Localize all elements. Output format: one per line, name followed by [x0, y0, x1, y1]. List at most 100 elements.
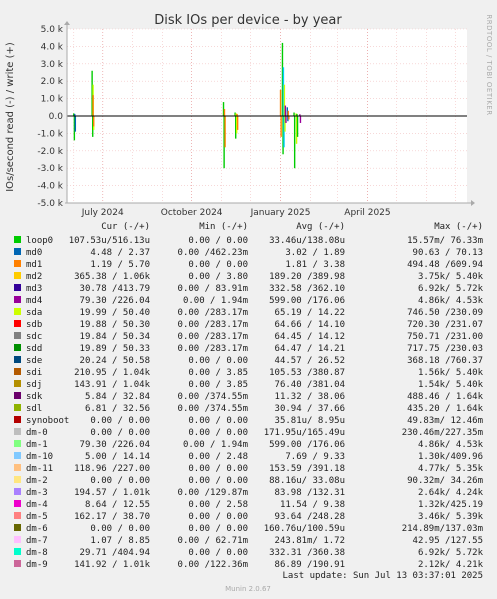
legend-value: 0.00 / 0.00 — [188, 476, 248, 486]
legend-value: 11.32 / 38.06 — [275, 392, 345, 402]
legend-value: 6.92k/ 5.72k — [418, 284, 484, 294]
legend-swatch — [14, 536, 21, 543]
legend-value: 30.78 /413.79 — [80, 284, 150, 294]
legend-value: 0.00 / 0.00 — [188, 416, 248, 426]
legend-swatch — [14, 560, 21, 567]
legend-swatch — [14, 380, 21, 387]
legend-device-name: loop0 — [26, 236, 53, 246]
legend-value: 3.02 / 1.89 — [285, 248, 345, 258]
legend-device-name: sdj — [26, 380, 42, 390]
legend-value: 0.00 / 0.00 — [188, 464, 248, 474]
legend-value: 599.00 /176.06 — [269, 296, 345, 306]
legend-value: 3.46k/ 5.39k — [418, 512, 484, 522]
legend-device-name: dm-9 — [26, 560, 48, 570]
legend-device-name: dm-5 — [26, 512, 48, 522]
legend-value: 42.95 /127.55 — [413, 536, 483, 546]
legend-value: 0.00 / 3.80 — [188, 272, 248, 282]
legend-value: 717.75 /230.03 — [407, 344, 483, 354]
legend-value: 19.89 / 50.33 — [80, 344, 150, 354]
y-tick-label: 5.0 k — [41, 25, 64, 35]
legend-device-name: dm-3 — [26, 488, 48, 498]
legend-value: 0.00 / 0.00 — [188, 356, 248, 366]
legend-value: 29.71 /404.94 — [80, 548, 150, 558]
legend-value: 4.77k/ 5.35k — [418, 464, 484, 474]
legend-value: 0.00 / 0.00 — [188, 548, 248, 558]
rrdtool-credit: RRDTOOL / TOBI OETIKER — [485, 14, 493, 115]
legend-swatch — [14, 320, 21, 327]
legend-swatch — [14, 308, 21, 315]
x-axis-arrow — [471, 200, 475, 206]
legend-value: 4.48 / 2.37 — [90, 248, 150, 258]
legend-value: 44.57 / 26.52 — [275, 356, 345, 366]
legend-value: 7.69 / 9.33 — [285, 452, 345, 462]
legend-value: 11.54 / 9.38 — [280, 500, 345, 510]
legend-device-name: sdd — [26, 344, 42, 354]
legend-value: 0.00 /283.17m — [178, 332, 248, 342]
legend-value: 49.83m/ 12.46m — [407, 416, 483, 426]
y-tick-label: -4.0 k — [37, 182, 63, 192]
legend-value: 746.50 /230.09 — [407, 308, 483, 318]
legend-value: 0.00 / 3.85 — [188, 368, 248, 378]
legend-value: 365.38 / 1.06k — [74, 272, 150, 282]
legend-value: 6.81 / 32.56 — [85, 404, 150, 414]
legend-value: 141.92 / 1.01k — [74, 560, 150, 570]
legend-value: 30.94 / 37.66 — [275, 404, 345, 414]
munin-version: Munin 2.0.67 — [225, 585, 271, 593]
legend-swatch — [14, 416, 21, 423]
legend-swatch — [14, 512, 21, 519]
legend-value: 3.75k/ 5.40k — [418, 272, 484, 282]
legend-value: 189.20 /389.98 — [269, 272, 345, 282]
y-axis-arrow — [64, 21, 70, 25]
legend-value: 1.54k/ 5.40k — [418, 380, 484, 390]
legend-value: 0.00 / 0.00 — [188, 428, 248, 438]
legend-value: 332.31 /360.38 — [269, 548, 345, 558]
legend-value: 194.57 / 1.01k — [74, 488, 150, 498]
legend-swatch — [14, 404, 21, 411]
legend-device-name: dm-11 — [26, 464, 53, 474]
legend: Cur (-/+) Min (-/+) Avg (-/+) Max (-/+) loop… — [14, 222, 484, 570]
legend-value: 162.17 / 38.70 — [74, 512, 150, 522]
legend-value: 64.66 / 14.10 — [275, 320, 345, 330]
legend-value: 435.20 / 1.64k — [407, 404, 483, 414]
legend-value: 171.95u/165.49u — [264, 428, 345, 438]
legend-value: 720.30 /231.07 — [407, 320, 483, 330]
legend-value: 0.00 / 2.58 — [188, 500, 248, 510]
legend-swatch — [14, 248, 21, 255]
legend-value: 0.00 / 3.85 — [188, 380, 248, 390]
legend-value: 88.16u/ 33.08u — [269, 476, 345, 486]
legend-device-name: dm-2 — [26, 476, 48, 486]
legend-swatch — [14, 260, 21, 267]
legend-value: 368.18 /760.37 — [407, 356, 483, 366]
legend-value: 93.64 /248.28 — [275, 512, 345, 522]
legend-value: 230.46m/227.35m — [402, 428, 483, 438]
y-tick-label: -1.0 k — [37, 129, 63, 139]
legend-device-name: sdb — [26, 320, 42, 330]
legend-value: 6.92k/ 5.72k — [418, 548, 484, 558]
legend-value: 0.00 / 1.94m — [183, 440, 248, 450]
legend-device-name: dm-0 — [26, 428, 48, 438]
legend-header: Cur (-/+) — [101, 222, 150, 232]
legend-swatch — [14, 392, 21, 399]
legend-swatch — [14, 476, 21, 483]
legend-swatch — [14, 464, 21, 471]
legend-value: 0.00 / 0.00 — [188, 524, 248, 534]
legend-value: 90.32m/ 34.26m — [407, 476, 483, 486]
legend-device-name: dm-6 — [26, 524, 48, 534]
legend-swatch — [14, 524, 21, 531]
y-tick-label: 2.0 k — [41, 77, 64, 87]
legend-value: 143.91 / 1.04k — [74, 380, 150, 390]
legend-value: 0.00 / 0.00 — [188, 236, 248, 246]
legend-value: 1.30k/409.96 — [418, 452, 483, 462]
legend-value: 153.59 /391.18 — [269, 464, 345, 474]
legend-value: 1.81 / 3.38 — [285, 260, 345, 270]
legend-header: Min (-/+) — [199, 222, 248, 232]
legend-device-name: md0 — [26, 248, 42, 258]
legend-value: 0.00 /283.17m — [178, 344, 248, 354]
legend-swatch — [14, 236, 21, 243]
legend-value: 0.00 /462.23m — [178, 248, 248, 258]
legend-device-name: sdc — [26, 332, 42, 342]
legend-value: 19.99 / 50.40 — [80, 308, 150, 318]
legend-value: 5.84 / 32.84 — [85, 392, 150, 402]
legend-value: 1.07 / 8.85 — [90, 536, 150, 546]
